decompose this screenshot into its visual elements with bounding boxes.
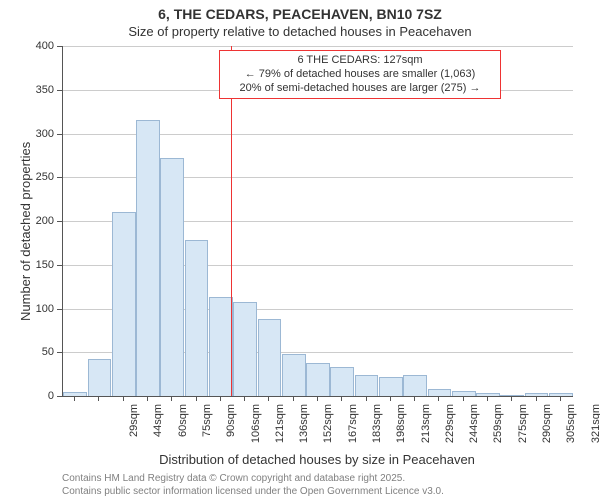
x-tick-mark [147,396,148,401]
bar [306,363,330,396]
x-tick-mark [463,396,464,401]
x-tick-mark [414,396,415,401]
x-tick-label: 275sqm [517,404,529,454]
x-tick-label: 167sqm [347,404,359,454]
x-tick-mark [317,396,318,401]
x-tick-mark [366,396,367,401]
x-tick-mark [220,396,221,401]
title-block: 6, THE CEDARS, PEACEHAVEN, BN10 7SZ Size… [0,6,600,39]
annotation-line: ← 79% of detached houses are smaller (1,… [226,68,494,82]
y-tick-label: 0 [0,390,54,402]
bar [160,158,184,396]
chart-title-line2: Size of property relative to detached ho… [0,24,600,39]
x-axis-title: Distribution of detached houses by size … [62,452,572,467]
bar [403,375,427,396]
x-tick-mark [487,396,488,401]
x-tick-mark [390,396,391,401]
bar [136,120,160,396]
x-tick-label: 106sqm [250,404,262,454]
bar [185,240,209,396]
x-tick-mark [560,396,561,401]
x-tick-mark [171,396,172,401]
x-tick-mark [293,396,294,401]
footer-line2: Contains public sector information licen… [62,485,444,498]
bar [233,302,257,397]
x-tick-label: 90sqm [225,404,237,454]
bar [112,212,136,396]
annotation-line: 6 THE CEDARS: 127sqm [226,54,494,68]
bar [330,367,354,396]
gridline [63,46,573,47]
bar [452,391,476,396]
x-tick-mark [98,396,99,401]
x-tick-mark [268,396,269,401]
y-tick-label: 50 [0,346,54,358]
x-tick-mark [511,396,512,401]
x-tick-label: 259sqm [492,404,504,454]
y-tick-label: 400 [0,40,54,52]
annotation-box: 6 THE CEDARS: 127sqm← 79% of detached ho… [219,50,501,99]
x-tick-mark [74,396,75,401]
x-tick-label: 44sqm [152,404,164,454]
plot-area: 6 THE CEDARS: 127sqm← 79% of detached ho… [62,46,573,397]
x-tick-label: 229sqm [444,404,456,454]
x-tick-label: 198sqm [395,404,407,454]
y-tick-label: 350 [0,84,54,96]
x-tick-mark [341,396,342,401]
y-tick-label: 300 [0,128,54,140]
chart-container: 6, THE CEDARS, PEACEHAVEN, BN10 7SZ Size… [0,0,600,500]
bar [549,393,573,396]
bar [282,354,306,396]
x-tick-label: 121sqm [274,404,286,454]
x-tick-mark [438,396,439,401]
x-tick-label: 290sqm [541,404,553,454]
x-tick-label: 305sqm [565,404,577,454]
x-tick-label: 244sqm [468,404,480,454]
bar [355,375,379,396]
chart-title-line1: 6, THE CEDARS, PEACEHAVEN, BN10 7SZ [0,6,600,22]
x-tick-label: 183sqm [371,404,383,454]
x-tick-label: 213sqm [420,404,432,454]
x-tick-label: 60sqm [177,404,189,454]
bar [379,377,403,396]
footer-line1: Contains HM Land Registry data © Crown c… [62,472,444,485]
x-tick-mark [244,396,245,401]
bar [209,297,233,396]
x-tick-label: 29sqm [128,404,140,454]
annotation-line: 20% of semi-detached houses are larger (… [226,82,494,96]
x-tick-mark [536,396,537,401]
x-tick-label: 75sqm [201,404,213,454]
x-tick-label: 136sqm [298,404,310,454]
footer-attribution: Contains HM Land Registry data © Crown c… [62,472,444,498]
bar [258,319,282,396]
y-axis-title: Number of detached properties [18,142,33,321]
x-tick-mark [123,396,124,401]
x-tick-label: 321sqm [590,404,600,454]
bar [428,389,452,396]
x-tick-mark [196,396,197,401]
x-tick-label: 152sqm [322,404,334,454]
bar [88,359,112,396]
